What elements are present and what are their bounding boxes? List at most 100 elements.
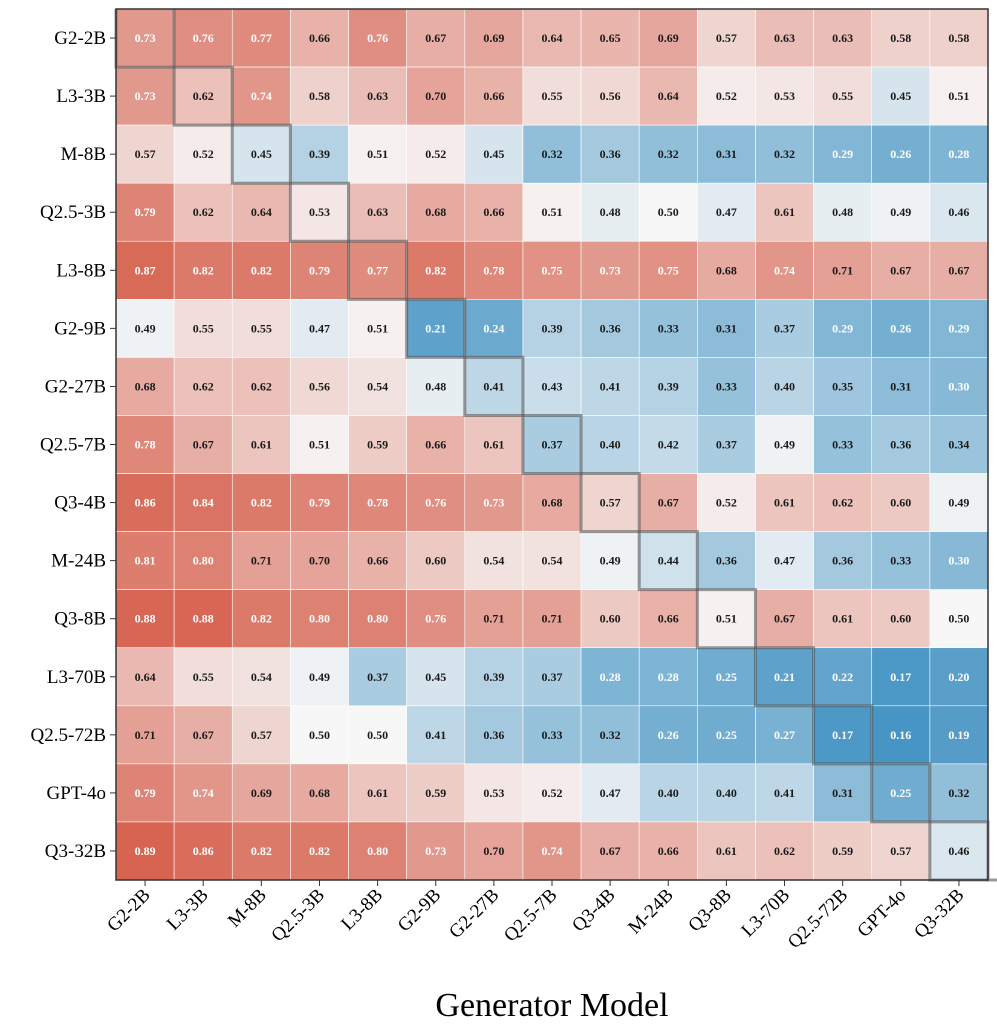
heatmap-cell (813, 124, 873, 184)
cell-value-label: 0.57 (890, 844, 911, 858)
x-tick-label: Q2.5-72B (784, 885, 852, 953)
heatmap-cell (231, 647, 291, 707)
cell-value-label: 0.25 (890, 786, 911, 800)
heatmap-cell (348, 182, 407, 242)
cell-value-label: 0.20 (948, 670, 969, 684)
heatmap-cell (231, 182, 291, 242)
cell-value-label: 0.66 (309, 31, 330, 45)
cell-value-label: 0.30 (948, 554, 969, 568)
cell-value-label: 0.27 (774, 728, 795, 742)
cell-value-label: 0.68 (542, 496, 563, 510)
cell-value-label: 0.47 (600, 786, 621, 800)
cell-value-label: 0.48 (425, 379, 446, 393)
cell-value-label: 0.36 (600, 147, 621, 161)
heatmap-cell (871, 66, 931, 126)
heatmap-cell (871, 240, 931, 300)
heatmap-cell (173, 705, 233, 765)
cell-value-label: 0.61 (774, 205, 795, 219)
cell-value-label: 0.73 (483, 496, 504, 510)
cell-value-label: 0.57 (716, 31, 737, 45)
cell-value-labels: 0.73 0.76 0.77 0.66 0.76 0.67 0.69 0.64 0.65 0.69… (135, 31, 970, 858)
cell-value-label: 0.71 (542, 612, 563, 626)
cell-value-label: 0.67 (774, 612, 795, 626)
heatmap-cell (580, 705, 640, 765)
heatmap-cell (697, 531, 756, 590)
cell-value-label: 0.50 (367, 728, 388, 742)
cell-value-label: 0.22 (832, 670, 853, 684)
y-tick-label: G2-9B (54, 318, 106, 339)
heatmap-cell (580, 240, 640, 300)
cell-value-label: 0.56 (309, 379, 330, 393)
cell-value-label: 0.71 (832, 263, 853, 277)
cell-value-label: 0.67 (193, 728, 214, 742)
cell-value-label: 0.76 (425, 612, 446, 626)
heatmap-cell (464, 705, 524, 765)
cell-value-label: 0.82 (251, 612, 272, 626)
cell-value-label: 0.74 (542, 844, 563, 858)
cell-value-label: 0.82 (251, 496, 272, 510)
y-tick-label: M-24B (51, 551, 106, 572)
heatmap-cell (697, 821, 756, 881)
heatmap-cell (929, 8, 989, 68)
cell-value-label: 0.80 (193, 554, 214, 568)
heatmap-cell (406, 124, 466, 184)
cell-value-label: 0.74 (251, 89, 272, 103)
heatmap-cell (173, 357, 233, 416)
heatmap-cell (464, 589, 524, 649)
cell-value-label: 0.75 (542, 263, 563, 277)
cell-value-label: 0.60 (890, 612, 911, 626)
cell-value-label: 0.64 (135, 670, 156, 684)
x-tick-label: Q2.5-3B (267, 885, 329, 947)
cell-value-label: 0.57 (135, 147, 156, 161)
heatmap-cell (464, 357, 524, 416)
heatmap-cell (348, 8, 407, 68)
cell-value-label: 0.63 (832, 31, 853, 45)
cell-value-label: 0.40 (716, 786, 737, 800)
cell-value-label: 0.88 (193, 612, 214, 626)
heatmap-cell (231, 821, 291, 881)
heatmap-cell (290, 240, 349, 300)
cell-value-label: 0.71 (135, 728, 156, 742)
heatmap-cell (929, 589, 989, 649)
cell-value-label: 0.69 (251, 786, 272, 800)
y-tick-label: G2-2B (54, 28, 106, 49)
cell-value-label: 0.44 (658, 554, 679, 568)
heatmap-cell (522, 299, 582, 358)
cell-value-label: 0.26 (890, 321, 911, 335)
heatmap-cell (871, 473, 931, 532)
y-tick-label: Q3-8B (54, 609, 106, 630)
heatmap-cell (638, 415, 698, 474)
cell-value-label: 0.50 (948, 612, 969, 626)
heatmap-cell (406, 821, 466, 881)
cell-value-label: 0.67 (600, 844, 621, 858)
heatmap-cell (813, 357, 873, 416)
cell-value-label: 0.75 (658, 263, 679, 277)
cell-value-label: 0.66 (367, 554, 388, 568)
heatmap-cell (755, 66, 814, 126)
heatmap-cell (697, 473, 756, 532)
heatmap-cell (115, 240, 175, 300)
cell-value-label: 0.57 (600, 496, 621, 510)
cell-value-label: 0.40 (774, 379, 795, 393)
cell-value-label: 0.36 (600, 321, 621, 335)
heatmap-cell (638, 763, 698, 823)
cell-value-label: 0.39 (483, 670, 504, 684)
cell-value-label: 0.33 (658, 321, 679, 335)
heatmap-cell (871, 182, 931, 242)
heatmap-cell (290, 821, 349, 881)
cell-value-label: 0.76 (367, 31, 388, 45)
heatmap-cell (173, 473, 233, 532)
heatmap-cell (697, 299, 756, 358)
cell-value-label: 0.78 (483, 263, 504, 277)
cell-value-label: 0.47 (309, 321, 330, 335)
cell-value-label: 0.52 (425, 147, 446, 161)
cell-value-label: 0.49 (774, 438, 795, 452)
heatmap-cell (115, 415, 175, 474)
cell-value-label: 0.59 (832, 844, 853, 858)
cell-value-label: 0.76 (425, 496, 446, 510)
cell-value-label: 0.68 (716, 263, 737, 277)
heatmap-cell (522, 821, 582, 881)
cell-value-label: 0.31 (716, 321, 737, 335)
cell-value-label: 0.17 (832, 728, 853, 742)
heatmap-cell (522, 705, 582, 765)
